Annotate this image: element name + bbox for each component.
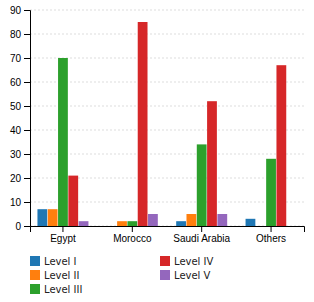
tick-mark <box>24 58 30 59</box>
y-tick: 80 <box>10 29 30 40</box>
bar-series <box>58 58 276 226</box>
tick-label: 60 <box>10 77 22 88</box>
tick-mark <box>24 106 30 107</box>
axis-line <box>31 227 305 233</box>
legend-label: Level V <box>174 270 211 281</box>
bar <box>58 58 68 226</box>
x-tick: Egypt <box>50 226 76 244</box>
legend-item: Level II <box>30 270 79 281</box>
bar <box>79 221 89 226</box>
tick-label: 0 <box>15 221 21 232</box>
tick-label: 90 <box>10 5 22 16</box>
bar <box>68 176 78 226</box>
tick-mark <box>271 226 272 232</box>
tick-label: 50 <box>10 101 22 112</box>
tick-label: 40 <box>10 125 22 136</box>
bar <box>176 221 186 226</box>
grid-line <box>30 82 304 83</box>
tick-mark <box>24 226 30 227</box>
bar <box>127 221 137 226</box>
grid-line <box>30 106 304 107</box>
x-tick: Morocco <box>113 226 152 244</box>
bar <box>37 209 47 226</box>
y-axis: 0 10 20 30 40 50 60 70 80 90 <box>10 5 31 232</box>
bar <box>287 226 297 227</box>
tick-label: Egypt <box>50 233 76 244</box>
y-tick: 40 <box>10 125 30 136</box>
bar <box>276 65 286 226</box>
bar-series <box>79 214 228 226</box>
y-tick: 0 <box>15 221 30 232</box>
tick-mark <box>24 202 30 203</box>
y-tick: 30 <box>10 149 30 160</box>
chart: 0 10 20 30 40 50 60 70 80 90 Egypt Morocco Saudi Ara… <box>0 0 314 302</box>
grid-line <box>30 34 304 35</box>
tick-mark <box>24 178 30 179</box>
bar <box>256 226 266 227</box>
tick-mark <box>62 226 63 232</box>
legend-label: Level II <box>44 270 79 281</box>
grid-line <box>30 130 304 131</box>
tick-label: Saudi Arabia <box>173 233 230 244</box>
y-tick: 90 <box>10 5 30 16</box>
legend-item: Level IV <box>160 256 214 267</box>
bar <box>148 214 158 226</box>
grid <box>30 10 304 226</box>
bar <box>186 214 196 226</box>
tick-mark <box>201 226 202 232</box>
legend-label: Level IV <box>174 256 214 267</box>
y-tick: 50 <box>10 101 30 112</box>
x-tick: Others <box>256 226 286 244</box>
bar <box>107 226 117 227</box>
tick-mark <box>24 82 30 83</box>
bar-series <box>68 22 286 226</box>
tick-mark <box>24 130 30 131</box>
tick-mark <box>24 34 30 35</box>
legend-item: Level I <box>30 256 77 267</box>
x-axis: Egypt Morocco Saudi Arabia Others <box>31 226 305 244</box>
grid-line <box>30 154 304 155</box>
bar <box>138 22 148 226</box>
bar <box>266 159 276 226</box>
y-tick: 60 <box>10 77 30 88</box>
legend-label: Level I <box>44 256 77 267</box>
bar <box>217 214 227 226</box>
bar <box>246 219 256 226</box>
legend-swatch <box>30 270 40 280</box>
legend-item: Level V <box>160 270 211 281</box>
grid-line <box>30 58 304 59</box>
tick-label: 30 <box>10 149 22 160</box>
bar <box>207 101 217 226</box>
y-tick: 10 <box>10 197 30 208</box>
tick-label: 80 <box>10 29 22 40</box>
plot-area <box>37 22 286 226</box>
bar <box>48 209 58 226</box>
tick-label: 20 <box>10 173 22 184</box>
y-tick: 70 <box>10 53 30 64</box>
bar <box>117 221 127 226</box>
tick-mark <box>24 154 30 155</box>
tick-mark <box>132 226 133 232</box>
legend-label: Level III <box>44 284 82 295</box>
tick-mark <box>24 10 30 11</box>
tick-label: Morocco <box>113 233 152 244</box>
legend-swatch <box>30 284 40 294</box>
tick-label: 70 <box>10 53 22 64</box>
legend-item: Level III <box>30 284 82 295</box>
grid-line <box>30 10 304 11</box>
legend-swatch <box>160 270 170 280</box>
tick-label: Others <box>256 233 286 244</box>
bar <box>197 144 207 226</box>
axis-line <box>24 11 31 227</box>
x-tick: Saudi Arabia <box>173 226 230 244</box>
legend-swatch <box>160 256 170 266</box>
y-tick: 20 <box>10 173 30 184</box>
legend-swatch <box>30 256 40 266</box>
legend: Level I Level II Level III Level IV Level V <box>30 256 214 295</box>
tick-label: 10 <box>10 197 22 208</box>
